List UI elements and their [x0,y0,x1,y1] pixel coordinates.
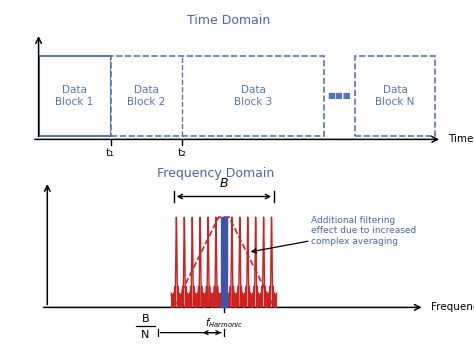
Bar [38,56,110,136]
Text: Frequency Domain: Frequency Domain [156,167,274,180]
Text: Frequency: Frequency [431,303,474,312]
Text: Data
Block 3: Data Block 3 [234,85,273,107]
Text: Data
Block 1: Data Block 1 [55,85,94,107]
Text: B: B [219,178,228,190]
Bar [355,56,436,136]
Text: Time Domain: Time Domain [187,14,270,28]
Text: t₁: t₁ [106,149,115,158]
Text: Data
Block N: Data Block N [375,85,415,107]
Text: N: N [141,330,150,340]
Text: Additional filtering
effect due to increased
complex averaging: Additional filtering effect due to incre… [252,216,416,253]
Text: Time: Time [448,134,474,144]
Text: B: B [142,314,149,324]
Text: ■■■: ■■■ [328,91,351,100]
Text: Data
Block 2: Data Block 2 [128,85,165,107]
Text: t₂: t₂ [178,149,187,158]
Text: $f_{Harmonic}$: $f_{Harmonic}$ [205,316,243,330]
Bar [110,56,324,136]
